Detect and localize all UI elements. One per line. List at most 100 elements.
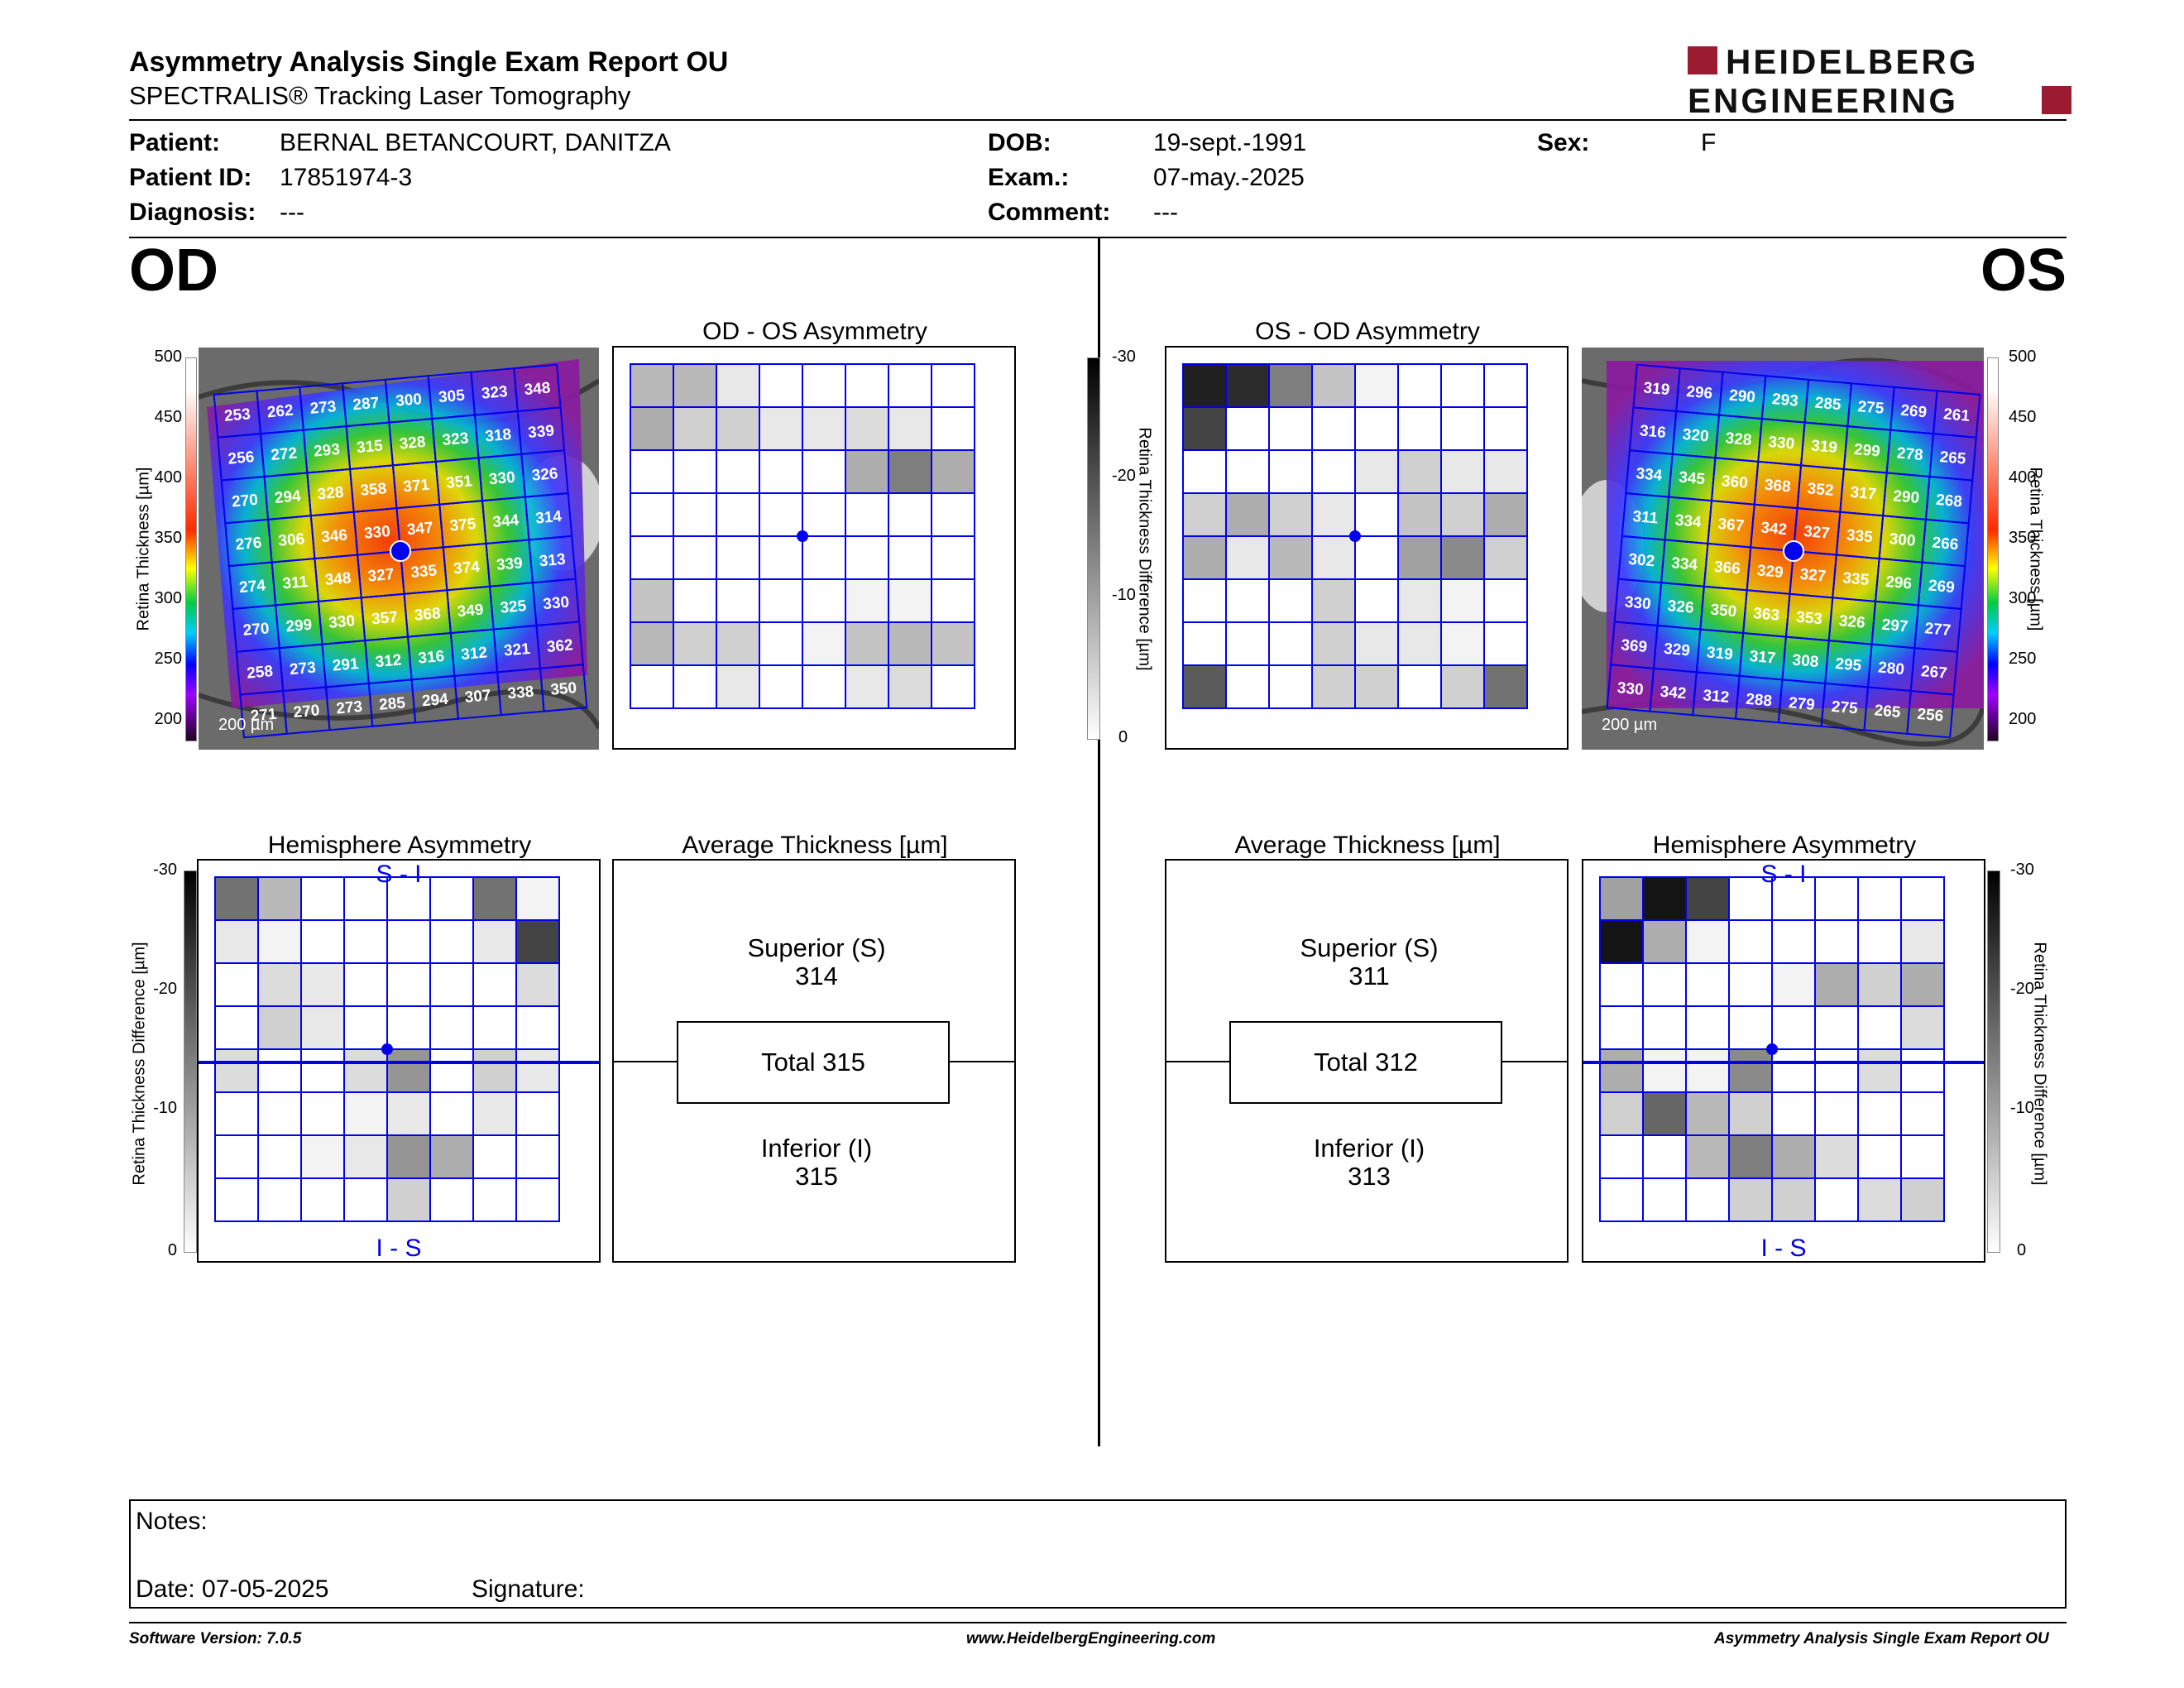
od-thickness-value: 374 xyxy=(453,559,481,578)
od-thickness-value: 348 xyxy=(524,379,551,399)
od-asym-cell xyxy=(716,578,760,623)
os-hemi-cell xyxy=(1771,1005,1816,1050)
os-hemi-difference-ticks: -30 -20 -10 0 xyxy=(2010,861,2052,1259)
os-difference-ticks: -30 -20 -10 0 xyxy=(1112,348,1145,746)
os-asym-cell xyxy=(1354,492,1399,537)
os-hemi-cell xyxy=(1728,1134,1773,1179)
od-asym-cell xyxy=(888,578,932,623)
od-superior-value: 314 xyxy=(795,961,838,990)
os-asym-cell xyxy=(1311,492,1356,537)
od-hemi-cell xyxy=(515,1048,560,1093)
os-hemi-cell xyxy=(1685,1091,1730,1136)
diagnosis-label: Diagnosis: xyxy=(129,199,256,226)
od-thickness-value: 351 xyxy=(445,472,473,492)
os-hemi-cell xyxy=(1771,1091,1816,1136)
os-hemi-cell xyxy=(1728,962,1773,1007)
os-hemi-cell xyxy=(1814,1005,1859,1050)
comment-label: Comment: xyxy=(988,199,1111,226)
os-asymmetry-title: OS - OD Asymmetry xyxy=(1255,318,1480,345)
os-hemi-cell xyxy=(1599,962,1644,1007)
od-asym-cell xyxy=(630,449,674,494)
os-asym-cell xyxy=(1440,621,1485,666)
od-asym-cell xyxy=(931,363,975,408)
od-thickness-value: 274 xyxy=(238,577,266,597)
od-thickness-value: 271 xyxy=(250,706,278,726)
os-hemi-cell xyxy=(1900,1134,1945,1179)
comment-value: --- xyxy=(1153,199,1178,226)
od-hemi-cell xyxy=(300,1134,345,1179)
os-thickness-value: 275 xyxy=(1831,698,1859,718)
od-hemi-cell xyxy=(386,1134,431,1179)
od-thickness-value: 253 xyxy=(223,405,251,425)
od-hemisphere-panel: S - I I - S xyxy=(195,859,604,1263)
od-asym-cell xyxy=(673,621,717,666)
od-hemi-cell xyxy=(214,1005,259,1050)
os-asym-cell xyxy=(1397,535,1442,580)
od-hemi-cell xyxy=(386,1091,431,1136)
od-asym-cell xyxy=(845,621,889,666)
od-thickness-value: 371 xyxy=(403,477,431,496)
os-asym-cell xyxy=(1225,535,1270,580)
od-asym-cell xyxy=(802,492,846,537)
os-thickness-value: 335 xyxy=(1842,569,1870,589)
os-thickness-value: 308 xyxy=(1792,651,1819,671)
od-tick-500: 500 xyxy=(154,348,182,366)
od-thickness-value: 270 xyxy=(293,702,320,722)
os-hemi-cell xyxy=(1728,1177,1773,1222)
od-thickness-value: 325 xyxy=(500,597,528,617)
os-asym-cell xyxy=(1311,406,1356,451)
od-thickness-value: 338 xyxy=(507,683,534,703)
os-hemi-cell xyxy=(1685,919,1730,964)
os-thickness-value: 329 xyxy=(1663,640,1690,660)
od-hemi-cell xyxy=(429,1005,474,1050)
os-hemi-cell xyxy=(1599,1005,1644,1050)
od-thickness-value: 346 xyxy=(320,527,347,547)
os-asym-cell xyxy=(1397,363,1442,408)
od-thickness-value: 293 xyxy=(313,441,340,461)
od-thickness-value: 316 xyxy=(418,648,445,668)
os-hemi-cell xyxy=(1642,1134,1687,1179)
od-hemi-cell xyxy=(343,876,388,921)
os-total-label: Total 312 xyxy=(1314,1048,1418,1077)
od-thickness-value: 300 xyxy=(395,391,422,410)
os-asym-cell xyxy=(1268,535,1313,580)
os-thickness-value: 279 xyxy=(1788,694,1815,714)
os-thickness-cell xyxy=(1906,689,1955,739)
od-asym-cell xyxy=(716,492,760,537)
os-thickness-value: 330 xyxy=(1768,434,1795,453)
od-asymmetry-grid xyxy=(630,363,975,709)
od-thickness-value: 318 xyxy=(485,426,512,446)
os-asym-cell xyxy=(1225,621,1270,666)
os-hemi-cell xyxy=(1771,1048,1816,1093)
od-thickness-value: 350 xyxy=(550,679,577,699)
od-thickness-value: 357 xyxy=(371,609,398,629)
os-asym-cell xyxy=(1483,363,1528,408)
od-hemi-cell xyxy=(300,1048,345,1093)
dob-label: DOB: xyxy=(988,129,1051,156)
website: www.HeidelbergEngineering.com xyxy=(966,1630,1216,1647)
od-hemisphere-title: Hemisphere Asymmetry xyxy=(267,832,532,859)
od-thickness-value: 258 xyxy=(246,663,273,683)
od-asym-cell xyxy=(845,449,889,494)
os-asym-cell xyxy=(1397,406,1442,451)
os-hemi-cell xyxy=(1857,1134,1902,1179)
od-thickness-value: 315 xyxy=(356,437,384,457)
od-hemi-cell xyxy=(214,962,259,1007)
notes-box[interactable]: Notes: Date: 07-05-2025 Signature: xyxy=(129,1499,2067,1609)
os-hemi-cell xyxy=(1685,1048,1730,1093)
od-thickness-value: 299 xyxy=(285,616,313,636)
os-asym-cell xyxy=(1483,621,1528,666)
od-hemi-cell xyxy=(515,962,560,1007)
od-thickness-value: 344 xyxy=(492,511,520,531)
os-thickness-value: 330 xyxy=(1616,679,1644,699)
od-thickness-value: 330 xyxy=(488,469,515,489)
od-hemi-cell xyxy=(515,1091,560,1136)
os-hemi-cell xyxy=(1900,1177,1945,1222)
os-asym-cell xyxy=(1483,664,1528,709)
os-asym-cell xyxy=(1354,578,1399,623)
os-hemi-cell xyxy=(1900,1048,1945,1093)
os-scale-label: 200 µm xyxy=(1602,716,1657,734)
od-inferior-label: Inferior (I) xyxy=(760,1134,873,1163)
os-thickness-value: 312 xyxy=(1703,687,1730,707)
od-hemi-cell xyxy=(386,876,431,921)
